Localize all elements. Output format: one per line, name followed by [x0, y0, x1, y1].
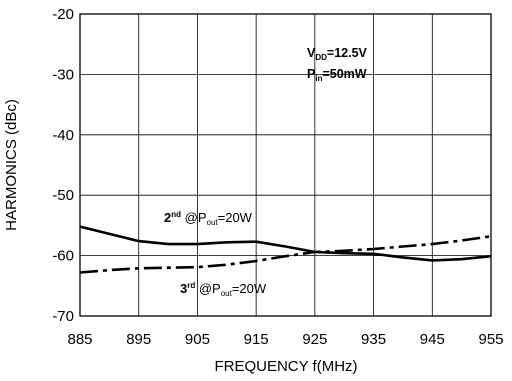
x-tick-label: 955	[478, 331, 503, 348]
y-tick-label: -40	[52, 127, 74, 144]
vdd-annotation: VDD=12.5V	[307, 46, 368, 62]
y-axis-title: HARMONICS (dBc)	[3, 99, 20, 231]
tick-labels: -20 -30 -40 -50 -60 -70 885 895 905 915 925 935 945 9…	[52, 6, 503, 348]
pin-annotation: Pin=50mW	[307, 67, 367, 83]
x-tick-label: 905	[185, 331, 210, 348]
third-harmonic-label: 3rd @Pout=20W	[180, 281, 267, 298]
grid	[79, 13, 492, 317]
x-tick-label: 945	[420, 331, 445, 348]
y-tick-label: -60	[52, 248, 74, 265]
x-tick-label: 895	[126, 331, 151, 348]
second-harmonic-label: 2nd @Pout=20W	[164, 210, 253, 227]
x-tick-label: 925	[302, 331, 327, 348]
y-tick-label: -20	[52, 6, 74, 23]
x-tick-label: 915	[244, 331, 269, 348]
y-tick-label: -50	[52, 187, 74, 204]
series-group	[79, 225, 492, 274]
third-harmonic-line	[79, 235, 492, 274]
y-tick-label: -70	[52, 308, 74, 325]
x-tick-label: 885	[67, 331, 92, 348]
second-harmonic-line	[79, 225, 492, 262]
y-tick-label: -30	[52, 66, 74, 83]
x-tick-label: 935	[361, 331, 386, 348]
x-axis-title: FREQUENCY f(MHz)	[214, 358, 357, 375]
plot-area-frame	[79, 13, 492, 317]
